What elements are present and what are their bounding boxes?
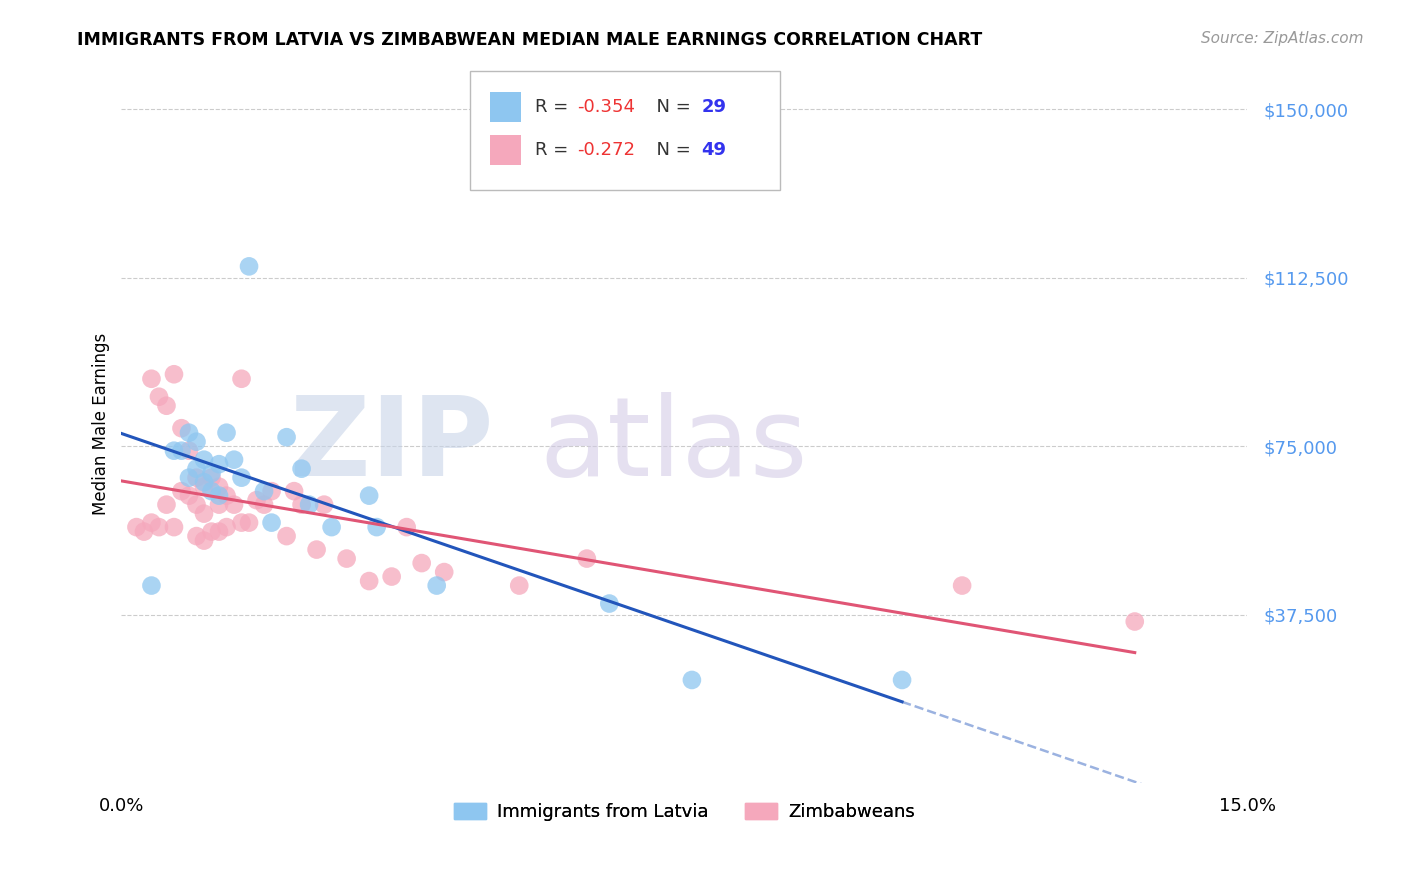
Point: [186, 461, 208, 475]
Point: [508, 578, 530, 592]
Point: [141, 578, 163, 592]
Point: [290, 461, 312, 475]
Point: [193, 452, 215, 467]
FancyBboxPatch shape: [471, 71, 780, 190]
Text: R =: R =: [534, 141, 574, 160]
Point: [163, 520, 186, 534]
Point: [170, 443, 193, 458]
Point: [950, 578, 973, 592]
Point: [231, 372, 253, 386]
Point: [155, 498, 177, 512]
Point: [891, 673, 914, 687]
Point: [314, 498, 336, 512]
Point: [260, 516, 283, 530]
Point: [598, 597, 620, 611]
Point: [215, 489, 238, 503]
Point: [238, 516, 260, 530]
Point: [208, 457, 231, 471]
Point: [321, 520, 343, 534]
Point: [359, 574, 381, 588]
Text: N =: N =: [645, 98, 696, 116]
Text: R =: R =: [534, 98, 574, 116]
Point: [260, 484, 283, 499]
Point: [186, 434, 208, 449]
Text: Source: ZipAtlas.com: Source: ZipAtlas.com: [1201, 31, 1364, 46]
Point: [359, 489, 381, 503]
Point: [177, 489, 200, 503]
Point: [276, 430, 298, 444]
Point: [1123, 615, 1146, 629]
Point: [141, 372, 163, 386]
Point: [366, 520, 388, 534]
Point: [381, 569, 404, 583]
Point: [411, 556, 433, 570]
Point: [433, 565, 456, 579]
Point: [193, 507, 215, 521]
Point: [125, 520, 148, 534]
Point: [336, 551, 359, 566]
Point: [681, 673, 703, 687]
Point: [245, 493, 267, 508]
Point: [298, 498, 321, 512]
Point: [208, 480, 231, 494]
Point: [231, 470, 253, 484]
Point: [170, 421, 193, 435]
Point: [186, 529, 208, 543]
Text: atlas: atlas: [540, 392, 808, 499]
FancyBboxPatch shape: [489, 136, 522, 166]
Point: [200, 470, 222, 484]
Point: [141, 516, 163, 530]
Text: IMMIGRANTS FROM LATVIA VS ZIMBABWEAN MEDIAN MALE EARNINGS CORRELATION CHART: IMMIGRANTS FROM LATVIA VS ZIMBABWEAN MED…: [77, 31, 983, 49]
Point: [193, 533, 215, 548]
Point: [305, 542, 328, 557]
Point: [200, 524, 222, 539]
Point: [215, 425, 238, 440]
Point: [283, 484, 305, 499]
Point: [290, 498, 312, 512]
Text: ZIP: ZIP: [290, 392, 494, 499]
Text: N =: N =: [645, 141, 696, 160]
Point: [193, 480, 215, 494]
Point: [148, 520, 170, 534]
Point: [170, 484, 193, 499]
Point: [215, 520, 238, 534]
Point: [276, 529, 298, 543]
Point: [253, 498, 276, 512]
Point: [200, 484, 222, 499]
Point: [395, 520, 418, 534]
Y-axis label: Median Male Earnings: Median Male Earnings: [93, 333, 110, 515]
Point: [186, 470, 208, 484]
FancyBboxPatch shape: [489, 92, 522, 122]
Point: [222, 498, 245, 512]
Point: [132, 524, 155, 539]
Point: [177, 470, 200, 484]
Point: [575, 551, 598, 566]
Point: [163, 443, 186, 458]
Point: [253, 484, 276, 499]
Point: [193, 475, 215, 490]
Text: -0.272: -0.272: [578, 141, 636, 160]
Point: [177, 425, 200, 440]
Text: -0.354: -0.354: [578, 98, 636, 116]
Legend: Immigrants from Latvia, Zimbabweans: Immigrants from Latvia, Zimbabweans: [447, 796, 922, 829]
Point: [200, 466, 222, 480]
Point: [208, 489, 231, 503]
Point: [426, 578, 449, 592]
Point: [186, 498, 208, 512]
Point: [222, 452, 245, 467]
Point: [208, 524, 231, 539]
Point: [148, 390, 170, 404]
Point: [163, 368, 186, 382]
Point: [231, 516, 253, 530]
Text: 29: 29: [702, 98, 727, 116]
Text: 49: 49: [702, 141, 727, 160]
Point: [177, 443, 200, 458]
Point: [208, 498, 231, 512]
Point: [238, 260, 260, 274]
Point: [155, 399, 177, 413]
